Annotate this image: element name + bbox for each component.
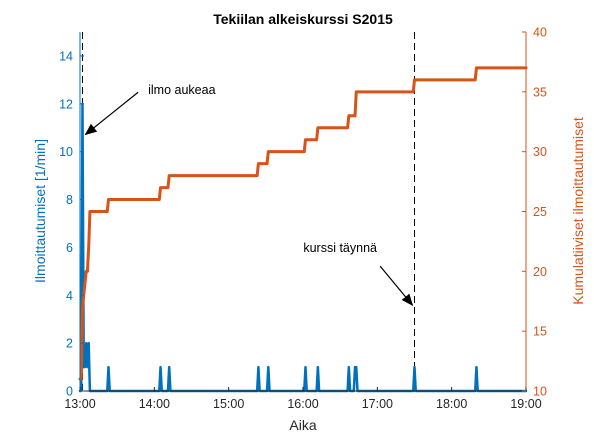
y-right-tick-label-1: 15 <box>533 325 547 339</box>
axes <box>79 31 527 392</box>
y-right-tick-label-3: 25 <box>533 205 547 219</box>
y-axis-left-label: Ilmoittautumiset [1/min] <box>32 139 48 283</box>
y-left-tick-label-2: 4 <box>66 289 73 303</box>
y-axis-right-label: Kumulatiiviset ilmoittautumiset <box>570 117 586 305</box>
y-left-tick-label-7: 14 <box>59 49 73 63</box>
axis-text: Tekiilan alkeiskurssi S2015 Aika Ilmoitt… <box>32 11 586 433</box>
y-left-tick-label-3: 6 <box>66 241 73 255</box>
x-tick-label-3: 16:00 <box>287 397 318 411</box>
x-tick-label-6: 19:00 <box>510 397 541 411</box>
y-left-tick-label-0: 0 <box>66 385 73 399</box>
y-left-tick-label-1: 2 <box>66 337 73 351</box>
y-left-tick-label-5: 10 <box>59 145 73 159</box>
annotation-arrow-0 <box>84 91 139 136</box>
plot-area <box>80 32 526 391</box>
annotation-text-1: kurssi täynnä <box>303 241 377 255</box>
y-right-tick-label-6: 40 <box>533 26 547 40</box>
series-cumulative-line <box>78 66 528 381</box>
x-tick-label-2: 15:00 <box>213 397 244 411</box>
x-tick-label-4: 17:00 <box>362 397 393 411</box>
y-right-tick-label-2: 20 <box>533 265 547 279</box>
x-tick-label-1: 14:00 <box>139 397 170 411</box>
chart-title: Tekiilan alkeiskurssi S2015 <box>213 11 393 27</box>
x-tick-label-5: 18:00 <box>436 397 467 411</box>
annotations: ilmo aukeaa kurssi täynnä <box>84 83 414 307</box>
y-right-tick-label-5: 35 <box>533 85 547 99</box>
annotation-text-0: ilmo aukeaa <box>148 83 215 97</box>
x-axis-label: Aika <box>289 417 316 433</box>
x-tick-label-0: 13:00 <box>64 397 95 411</box>
annotation-arrow-1 <box>379 265 414 307</box>
y-right-tick-label-0: 10 <box>533 385 547 399</box>
y-left-tick-label-4: 8 <box>66 193 73 207</box>
y-left-tick-label-6: 12 <box>59 97 73 111</box>
y-right-tick-label-4: 30 <box>533 145 547 159</box>
